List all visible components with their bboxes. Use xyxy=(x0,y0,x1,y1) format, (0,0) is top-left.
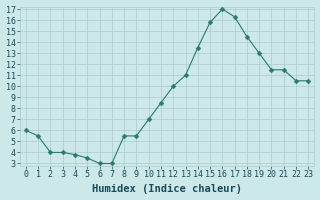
X-axis label: Humidex (Indice chaleur): Humidex (Indice chaleur) xyxy=(92,184,242,194)
